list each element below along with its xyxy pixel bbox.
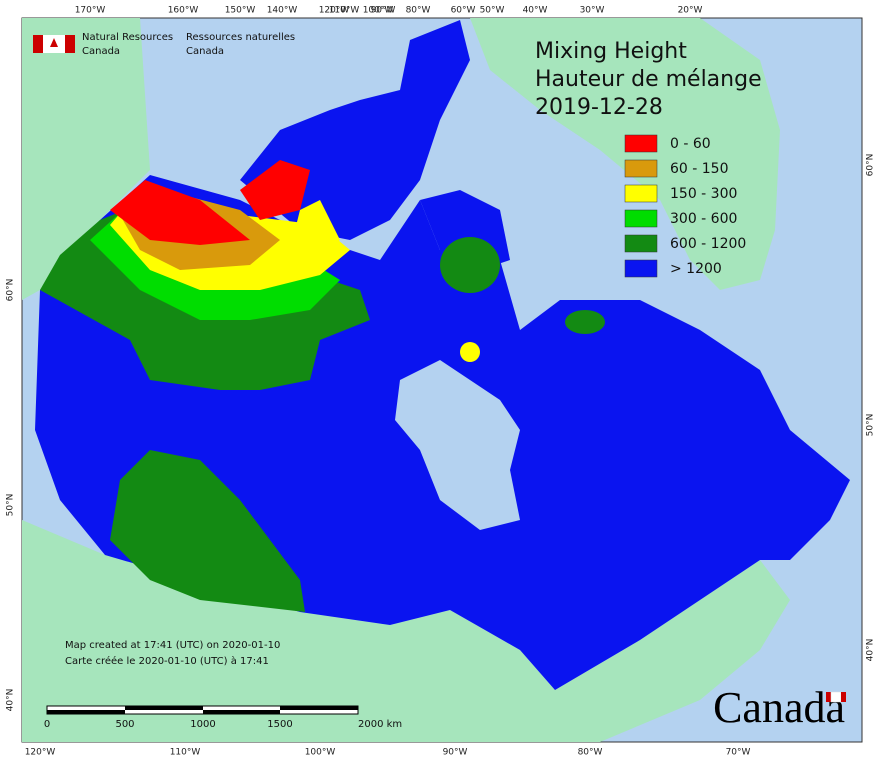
zone-islands-yellow bbox=[290, 200, 340, 255]
alaska bbox=[22, 18, 150, 300]
agency-fr: Ressources naturelles bbox=[186, 32, 295, 43]
legend-label: 600 - 1200 bbox=[670, 236, 746, 252]
graticule-label: 110°W bbox=[170, 748, 201, 758]
credit: Carte créée le 2020-01-10 (UTC) à 17:41 bbox=[65, 655, 269, 667]
scale-bar bbox=[46, 705, 359, 715]
legend-label: > 1200 bbox=[670, 261, 722, 277]
graticule-label: 120°W bbox=[25, 748, 56, 758]
title: Mixing Height bbox=[535, 39, 687, 64]
graticule-label: 100°W bbox=[363, 6, 394, 16]
graticule-label: 90°W bbox=[371, 6, 396, 16]
graticule-label: 60°N bbox=[866, 154, 876, 177]
legend-swatch bbox=[624, 209, 658, 228]
graticule-label: 50°N bbox=[6, 494, 16, 517]
graticule-label: 40°N bbox=[866, 639, 876, 662]
title: Hauteur de mélange bbox=[535, 67, 762, 92]
credit: Map created at 17:41 (UTC) on 2020-01-10 bbox=[65, 640, 280, 651]
legend-swatch bbox=[624, 234, 658, 253]
graticule-label: 80°W bbox=[578, 748, 603, 758]
legend-swatch bbox=[624, 159, 658, 178]
zone-prairie-green bbox=[110, 450, 305, 612]
graticule-label: 110°W bbox=[329, 6, 360, 16]
graticule-label: 70°W bbox=[726, 748, 751, 758]
zone-0-60-islands bbox=[240, 160, 310, 220]
agency-fr: Canada bbox=[186, 46, 224, 57]
graticule-label: 40°W bbox=[523, 6, 548, 16]
zone-baffin-green bbox=[440, 237, 500, 293]
graticule-label: 50°N bbox=[866, 414, 876, 437]
graticule-label: 20°W bbox=[678, 6, 703, 16]
graticule-label: 120°W bbox=[319, 6, 350, 16]
legend-swatch bbox=[624, 184, 658, 203]
scale-label: 500 bbox=[115, 719, 134, 730]
graticule-label: 50°W bbox=[480, 6, 505, 16]
greenland bbox=[470, 18, 780, 290]
graticule-label: 90°W bbox=[443, 748, 468, 758]
scale-label: 1000 bbox=[190, 719, 215, 730]
legend-label: 60 - 150 bbox=[670, 161, 729, 177]
graticule-label: 40°N bbox=[6, 689, 16, 712]
title: 2019-12-28 bbox=[535, 95, 663, 120]
graticule-label: 60°N bbox=[6, 279, 16, 302]
scale-label: 1500 bbox=[267, 719, 292, 730]
graticule-label: 140°W bbox=[267, 6, 298, 16]
usa bbox=[22, 520, 790, 742]
graticule-label: 30°W bbox=[580, 6, 605, 16]
wordmark-flag bbox=[826, 691, 846, 703]
graticule-label: 100°W bbox=[305, 748, 336, 758]
wordmark: Canada bbox=[713, 683, 845, 732]
legend-swatch bbox=[624, 134, 658, 153]
flag bbox=[33, 35, 75, 53]
legend-label: 300 - 600 bbox=[670, 211, 737, 227]
zone-yellow-spot bbox=[460, 342, 480, 362]
graticule-label: 80°W bbox=[406, 6, 431, 16]
graticule-label: 160°W bbox=[168, 6, 199, 16]
agency-en: Natural Resources bbox=[82, 32, 173, 43]
hudson-bay bbox=[395, 360, 520, 530]
graticule-label: 170°W bbox=[75, 6, 106, 16]
agency-en: Canada bbox=[82, 46, 120, 57]
legend-label: 150 - 300 bbox=[670, 186, 737, 202]
graticule-label: 150°W bbox=[225, 6, 256, 16]
zone-0-60 bbox=[110, 180, 250, 245]
legend-swatch bbox=[624, 259, 658, 278]
legend-label: 0 - 60 bbox=[670, 136, 711, 152]
graticule-label: 60°W bbox=[451, 6, 476, 16]
scale-label: 0 bbox=[44, 719, 50, 730]
scale-label: 2000 km bbox=[358, 719, 402, 730]
zone-greenland-green bbox=[565, 310, 605, 334]
